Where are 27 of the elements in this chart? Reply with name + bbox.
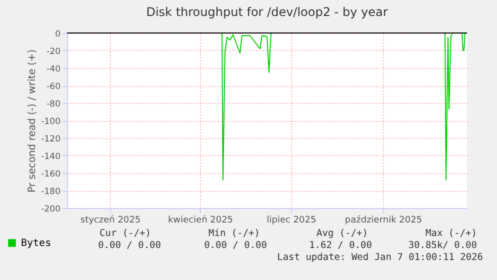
- x-tick-label: styczeń 2025: [80, 214, 141, 226]
- x-tick-label: kwiecień 2025: [168, 214, 234, 226]
- y-tick-label: -200: [41, 204, 60, 214]
- text: Max (-/+): [426, 228, 477, 239]
- y-tick-label: -60: [46, 82, 60, 92]
- text: 30.85k/ 0.00: [408, 240, 478, 251]
- y-axis-title: Pr second read (-) / write (+): [27, 49, 38, 193]
- chart-title: Disk throughput for /dev/loop2 - by year: [146, 5, 388, 19]
- y-tick-label: -120: [41, 134, 60, 144]
- text: Cur (-/+): [100, 228, 151, 239]
- text: 1.62 / 0.00: [309, 240, 372, 251]
- legend-label: Bytes: [21, 238, 52, 249]
- y-tick-label: -40: [46, 64, 60, 74]
- y-tick-label: 0: [55, 30, 60, 40]
- y-tick-label: -80: [46, 100, 60, 110]
- text: 0.00 / 0.00: [204, 240, 268, 251]
- y-tick-label: -180: [41, 187, 60, 197]
- y-tick-label: -20: [46, 47, 60, 57]
- text: 0.00 / 0.00: [98, 240, 162, 251]
- x-tick-label: październik 2025: [344, 214, 422, 226]
- y-tick-label: -160: [41, 170, 60, 180]
- text: Avg (-/+): [316, 228, 368, 239]
- x-tick-label: lipiec 2025: [266, 216, 316, 226]
- y-tick-label: -100: [41, 117, 60, 127]
- y-tick-label: -140: [41, 152, 60, 162]
- text: Last update: Wed Jan 7 01:00:11 2026: [277, 252, 484, 263]
- text: Min (-/+): [208, 228, 260, 239]
